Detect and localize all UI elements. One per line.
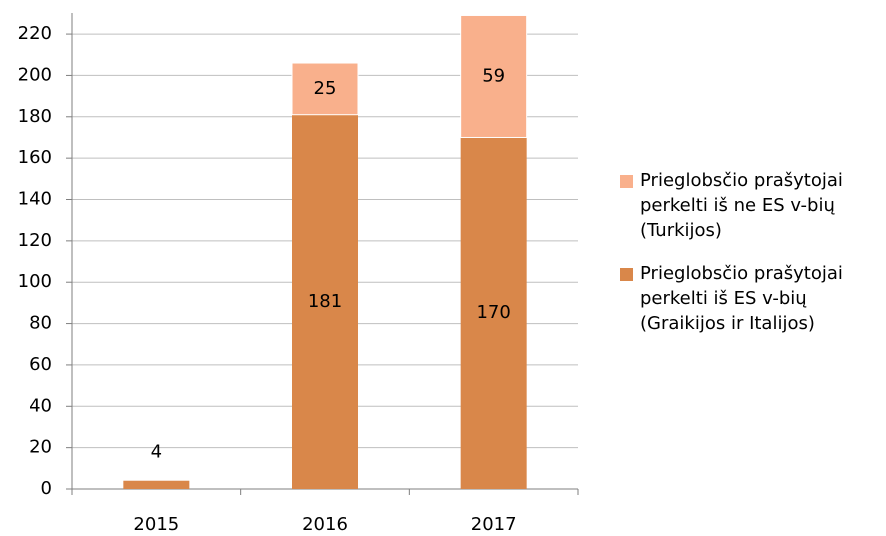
data-label: 59 [482,65,505,86]
legend: Prieglobsčio prašytojai perkelti iš ne E… [620,168,886,354]
data-label: 25 [314,78,337,99]
data-label: 181 [308,291,342,312]
legend-swatch [620,268,633,281]
legend-label: Prieglobsčio prašytojai perkelti iš ne E… [640,170,843,241]
data-label: 170 [476,302,510,323]
y-tick-label: 120 [18,230,52,251]
legend-item: Prieglobsčio prašytojai perkelti iš ES v… [620,261,886,336]
bar-segment [291,62,359,116]
legend-item: Prieglobsčio prašytojai perkelti iš ne E… [620,168,886,243]
y-tick-label: 0 [41,478,52,499]
y-tick-label: 200 [18,64,52,85]
x-tick-label: 2016 [302,514,348,535]
bar-segment [123,480,190,489]
bar-segment [460,137,527,490]
data-label: 4 [151,442,162,463]
x-tick-label: 2017 [471,514,517,535]
legend-swatch [620,175,633,188]
y-tick-label: 160 [18,147,52,168]
y-tick-label: 80 [29,313,52,334]
legend-label: Prieglobsčio prašytojai perkelti iš ES v… [640,263,843,334]
y-tick-label: 60 [29,354,52,375]
y-tick-label: 40 [29,395,52,416]
y-tick-label: 180 [18,106,52,127]
x-tick-label: 2015 [133,514,179,535]
bar-segment [292,114,358,489]
y-tick-label: 20 [29,437,52,458]
y-tick-label: 140 [18,189,52,210]
y-tick-label: 100 [18,271,52,292]
y-tick-label: 220 [18,23,52,44]
bar-segment [460,14,528,138]
